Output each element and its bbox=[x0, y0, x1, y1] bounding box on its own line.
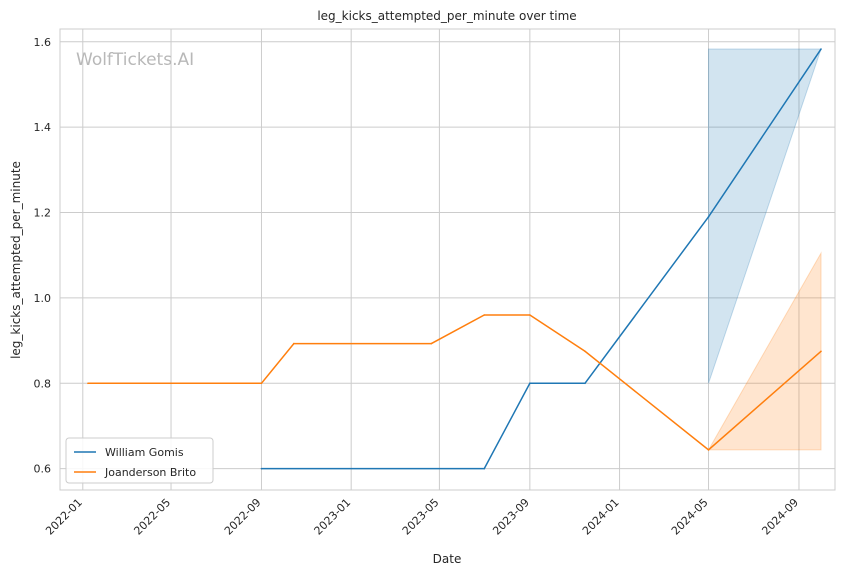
watermark: WolfTickets.AI bbox=[76, 50, 194, 70]
data-point bbox=[529, 314, 531, 316]
data-point bbox=[707, 216, 710, 218]
data-point bbox=[820, 48, 822, 50]
data-point bbox=[293, 342, 295, 345]
y-tick-label: 0.8 bbox=[34, 377, 52, 390]
series-line-0 bbox=[261, 48, 822, 470]
series-lines bbox=[87, 48, 822, 470]
data-point bbox=[584, 382, 586, 385]
y-tick-label: 1.2 bbox=[34, 207, 52, 220]
data-point bbox=[483, 467, 486, 470]
data-point bbox=[260, 382, 263, 385]
plot-area bbox=[59, 28, 836, 491]
y-tick-label: 1.6 bbox=[34, 36, 52, 49]
data-point bbox=[430, 342, 433, 345]
y-tick-label: 0.6 bbox=[34, 463, 52, 476]
y-axis-ticks: 0.6 0.8 1.0 1.2 1.4 1.6 bbox=[34, 36, 52, 476]
y-tick-label: 1.4 bbox=[34, 121, 52, 134]
y-tick-label: 1.0 bbox=[34, 292, 52, 305]
data-point bbox=[483, 314, 486, 316]
data-point bbox=[820, 350, 822, 353]
data-point bbox=[707, 449, 710, 451]
y-axis-title: leg_kicks_attempted_per_minute bbox=[9, 161, 23, 359]
legend-label-0: William Gomis bbox=[105, 446, 184, 459]
legend: William Gomis Joanderson Brito bbox=[65, 437, 214, 484]
chart-title: leg_kicks_attempted_per_minute over time bbox=[317, 9, 576, 23]
data-point bbox=[87, 382, 89, 385]
legend-box bbox=[65, 437, 214, 484]
x-axis-title: Date bbox=[433, 552, 462, 566]
data-point bbox=[584, 350, 586, 353]
legend-label-1: Joanderson Brito bbox=[104, 466, 196, 479]
data-point bbox=[260, 467, 263, 470]
data-point bbox=[529, 382, 531, 385]
